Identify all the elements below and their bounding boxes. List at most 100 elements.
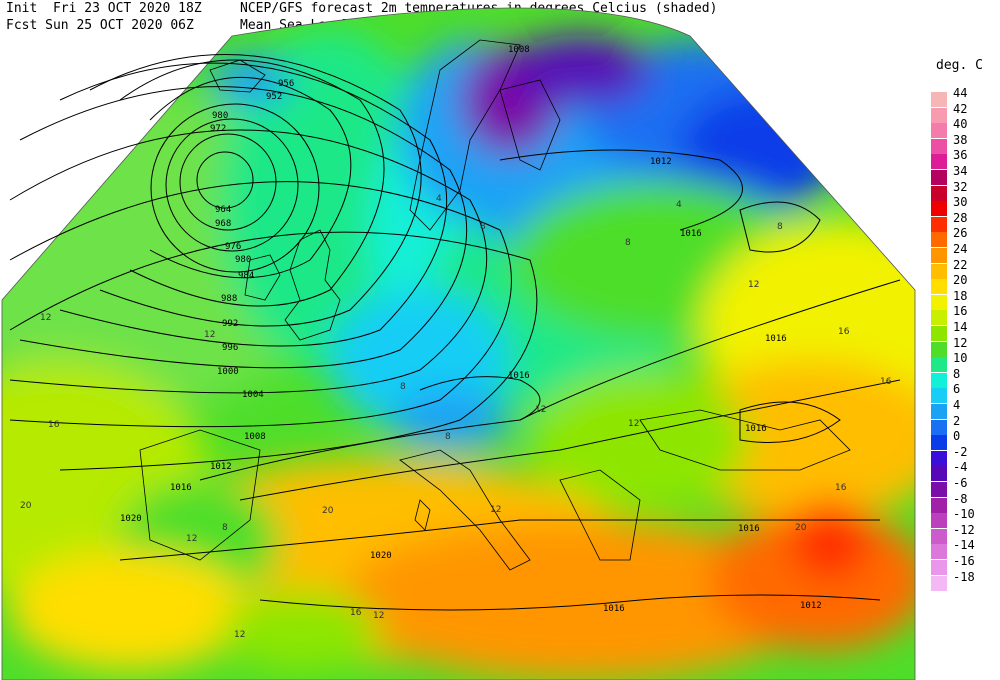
coastlines: [139, 39, 851, 571]
isobar-label: 976: [225, 242, 241, 252]
temp-label: 16: [350, 608, 362, 618]
isobar-label: 984: [238, 271, 254, 281]
legend-swatch: [931, 575, 947, 591]
isobar-label: 980: [212, 111, 228, 121]
isobar-label: 1008: [244, 432, 266, 442]
isobars: [9, 54, 901, 611]
isobar-label: 952: [266, 92, 282, 102]
legend-label: -10: [953, 507, 975, 522]
legend-label: 22: [953, 257, 968, 272]
temp-label: 12: [490, 505, 501, 515]
legend-label: 18: [953, 288, 968, 303]
legend-swatch: [931, 404, 947, 419]
legend-label: -16: [953, 554, 975, 568]
legend-swatch: [931, 201, 947, 217]
temperature-labels: 4 8 12 12 16 20 20 8 12 12 12 16 16 16 2…: [20, 194, 892, 640]
legend-swatch: [931, 372, 947, 388]
legend-label: 44: [953, 86, 968, 100]
legend-swatch: [931, 482, 947, 497]
isobar-label: 972: [210, 124, 226, 134]
temp-label: 8: [445, 432, 451, 442]
isobar-label: 988: [221, 294, 237, 304]
temp-label: 20: [795, 523, 807, 533]
isobar-label: 1016: [170, 483, 192, 493]
temp-label: 8: [222, 523, 228, 533]
legend-label: 8: [953, 366, 961, 381]
legend-label: -8: [953, 491, 968, 506]
isobar-label: 992: [222, 319, 238, 329]
legend-swatch: [931, 513, 947, 529]
legend-label: 30: [953, 195, 968, 210]
temp-label: 12: [186, 534, 197, 544]
legend-label: 42: [953, 101, 968, 116]
legend-label: 36: [953, 148, 968, 163]
legend-swatch: [931, 232, 947, 248]
legend-swatch: [931, 123, 947, 139]
temp-label: 12: [535, 405, 546, 415]
isobar-label: 1016: [603, 604, 625, 614]
header-init: Init Fri 23 OCT 2020 18Z: [6, 1, 202, 16]
legend-label: 28: [953, 210, 968, 225]
temp-label: 8: [777, 222, 783, 232]
legend-swatch: [931, 138, 947, 154]
isobar-label: 980: [235, 255, 251, 265]
header-fcst: Fcst Sun 25 OCT 2020 06Z: [6, 18, 194, 33]
isobar-label: 1012: [800, 601, 822, 611]
legend-swatch: [931, 107, 947, 123]
isobar-label: 1016: [738, 524, 760, 534]
legend-swatch: [931, 466, 947, 482]
legend-label: -12: [953, 522, 975, 537]
temp-label: 12: [204, 330, 215, 340]
temp-label: 12: [628, 419, 639, 429]
isobar-label: 1008: [508, 45, 530, 55]
legend-label: 24: [953, 242, 968, 256]
legend-label: 34: [953, 164, 968, 178]
legend-label: 6: [953, 382, 961, 397]
isobar-label: 964: [215, 205, 231, 215]
legend-label: 32: [953, 179, 968, 194]
legend-swatch: [931, 435, 947, 451]
isobar-label: 1012: [650, 157, 672, 167]
legend-swatch: [931, 248, 947, 263]
temp-label: 12: [748, 280, 759, 290]
legend-swatch: [931, 294, 947, 310]
temp-label: 12: [40, 313, 51, 323]
temp-label: 4: [436, 194, 442, 204]
temp-label: 8: [480, 222, 486, 232]
legend-label: 20: [953, 273, 968, 288]
legend-swatch: [931, 357, 947, 373]
temp-label: 20: [20, 501, 32, 511]
legend-swatch: [931, 528, 947, 544]
isobar-label: 1020: [370, 551, 392, 561]
legend-label: 26: [953, 226, 968, 241]
legend-label: -14: [953, 538, 975, 553]
isobar-label: 1020: [120, 514, 142, 524]
legend-label: 16: [953, 304, 968, 319]
legend-swatch: [931, 154, 947, 170]
isobar-label: 956: [278, 79, 294, 89]
temp-label: 20: [322, 506, 334, 516]
legend-label: 2: [953, 413, 961, 428]
legend-swatch: [931, 279, 947, 295]
legend-swatch: [931, 544, 947, 560]
temp-label: 8: [400, 382, 406, 392]
legend-swatch: [931, 170, 947, 185]
isobar-label: 1000: [217, 367, 239, 377]
legend-label: 12: [953, 335, 968, 350]
temp-label: 4: [676, 200, 682, 210]
legend-label: 10: [953, 351, 968, 366]
isobar-label: 1012: [210, 462, 232, 472]
legend-label: 4: [953, 398, 961, 412]
isobar-labels: 952 956 980 972 964 968 976 980 984 988 …: [120, 45, 822, 614]
legend-label: -6: [953, 476, 968, 490]
temp-label: 16: [48, 420, 60, 430]
legend-swatch: [931, 388, 947, 404]
temp-label: 16: [880, 377, 892, 387]
legend-label: 38: [953, 132, 968, 147]
legend-swatch: [931, 310, 947, 326]
legend-label: -18: [953, 569, 975, 584]
legend-title: deg. C: [936, 58, 983, 73]
isobar-label: 996: [222, 343, 238, 353]
